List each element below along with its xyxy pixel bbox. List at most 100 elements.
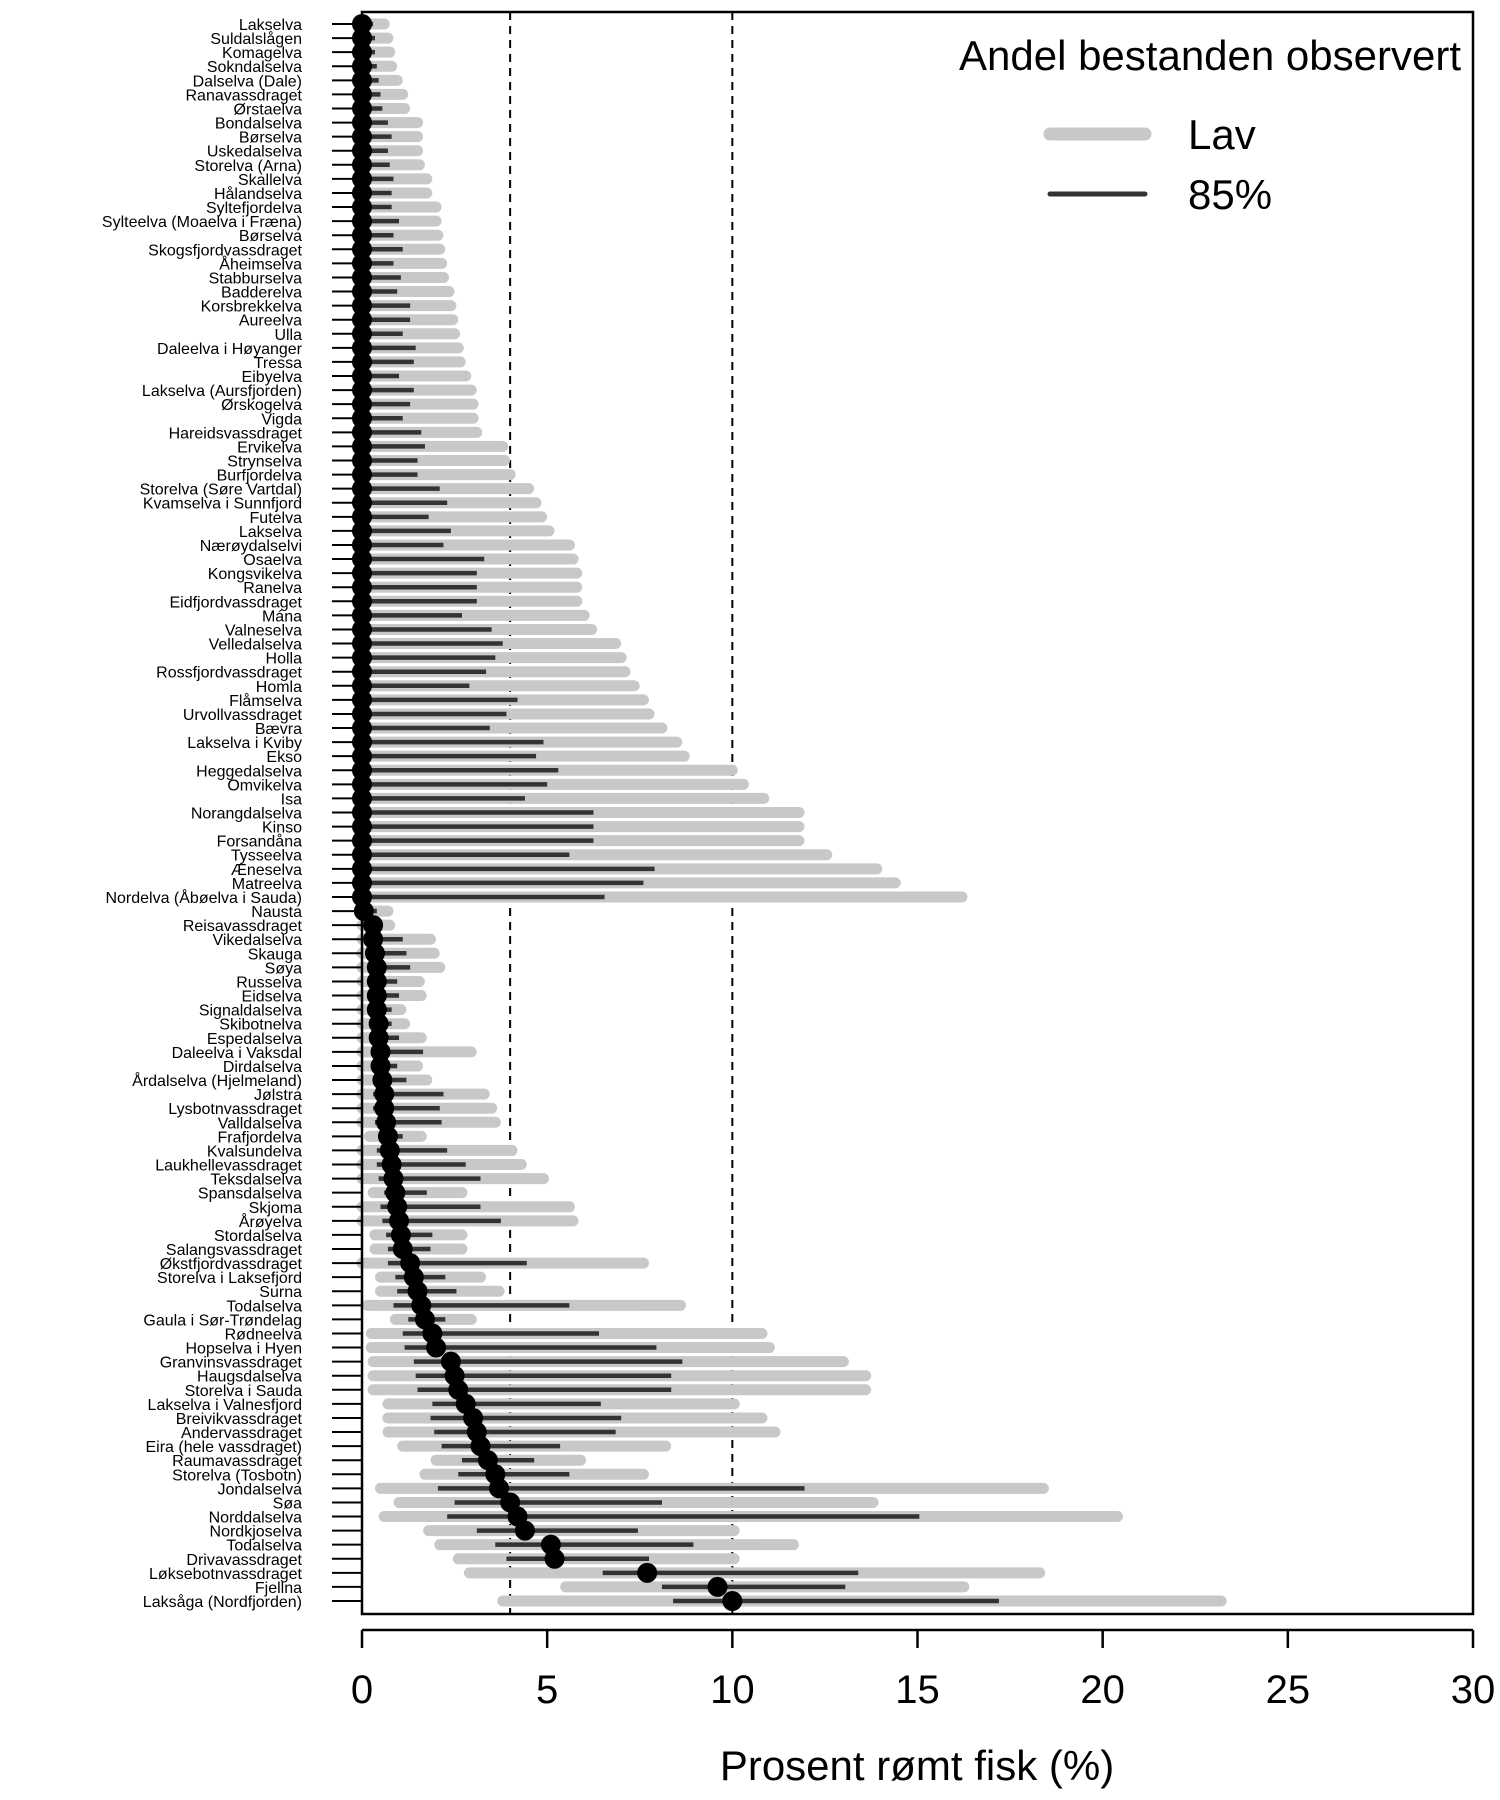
river-label: Isa <box>281 791 302 808</box>
river-label: Norangdalselva <box>191 806 302 823</box>
river-label: Surna <box>259 1284 302 1301</box>
river-label: Børselva <box>239 228 302 245</box>
estimate-point <box>353 901 374 922</box>
estimate-point <box>426 1337 447 1358</box>
river-label: Korsbrekkelva <box>201 299 302 316</box>
river-label: Omvikelva <box>227 777 302 794</box>
river-label: Ekso <box>266 749 302 766</box>
river-label: Jondalselva <box>218 1481 303 1498</box>
estimate-point <box>514 1520 535 1541</box>
estimate-point <box>637 1562 658 1583</box>
river-label: Salangsvassdraget <box>166 1242 303 1259</box>
estimate-point <box>544 1548 565 1569</box>
x-tick-label: 0 <box>351 1668 373 1712</box>
river-label: Ervikelva <box>237 439 302 456</box>
river-label: Kvamselva i Sunnfjord <box>143 496 302 513</box>
river-label: Reisavassdraget <box>183 918 303 935</box>
river-label: Flåmselva <box>229 692 302 710</box>
river-label: Raumavassdraget <box>172 1453 302 1470</box>
river-label: Skjoma <box>249 1200 302 1217</box>
river-label: Skauga <box>248 946 302 963</box>
river-label: Kinso <box>262 820 302 837</box>
river-label: Hålandselva <box>214 185 302 203</box>
river-label: Kongsvikelva <box>208 566 302 583</box>
river-label: Dirdalselva <box>223 1059 302 1076</box>
river-label: Burfjordelva <box>217 468 302 485</box>
river-label: Uskedalselva <box>207 144 302 161</box>
river-label: Laukhellevassdraget <box>155 1158 302 1175</box>
river-label: Storelva i Sauda <box>185 1383 303 1400</box>
river-label: Granvinsvassdraget <box>160 1355 303 1372</box>
river-label: Storelva i Laksefjord <box>157 1270 302 1287</box>
estimate-point <box>368 1013 389 1034</box>
estimate-point <box>489 1478 510 1499</box>
river-label: Spansdalselva <box>198 1186 302 1203</box>
river-label: Nordelva (Åbøelva i Sauda) <box>105 888 302 907</box>
y-axis-labels: LakselvaSuldalslågenKomagelvaSokndalselv… <box>102 17 303 1611</box>
river-label: Valneselva <box>225 622 302 639</box>
river-label: Eidfjordvassdraget <box>169 594 302 611</box>
x-tick-label: 5 <box>536 1668 558 1712</box>
estimate-point <box>366 971 387 992</box>
river-label: Bondalselva <box>215 116 302 133</box>
river-label: Rossfjordvassdraget <box>156 665 302 682</box>
legend-label-low: Lav <box>1188 111 1256 158</box>
river-label: Søa <box>273 1495 302 1512</box>
river-label: Urvollvassdraget <box>183 707 303 724</box>
river-label: Børselva <box>239 130 302 147</box>
river-label: Skogsfjordvassdraget <box>148 242 302 259</box>
river-label: Mána <box>262 608 302 625</box>
river-label: Signaldalselva <box>199 1003 302 1020</box>
river-label: Tressa <box>254 355 302 372</box>
river-label: Storelva (Arna) <box>194 158 302 175</box>
x-tick-label: 10 <box>710 1668 755 1712</box>
river-label: Årdalselva (Hjelmeland) <box>132 1071 302 1090</box>
river-label: Andervassdraget <box>181 1425 303 1442</box>
river-label: Daleelva i Vaksdal <box>172 1045 302 1062</box>
river-label: Vikedalselva <box>212 932 302 949</box>
river-label: Tysseelva <box>231 848 302 865</box>
river-label: Eidselva <box>242 989 303 1006</box>
river-label: Økstfjordvassdraget <box>160 1256 303 1273</box>
river-label: Storelva (Tosbotn) <box>172 1467 302 1484</box>
x-tick-label: 20 <box>1080 1668 1125 1712</box>
estimate-point <box>722 1591 743 1611</box>
river-label: Hopselva i Hyen <box>186 1341 303 1358</box>
river-label: Lakselva i Kviby <box>187 735 302 752</box>
river-label: Velledalselva <box>209 637 303 654</box>
river-label: Æneselva <box>231 862 302 879</box>
river-label: Ranelva <box>243 580 302 597</box>
river-label: Norddalselva <box>209 1510 302 1527</box>
river-label: Breivikvassdraget <box>176 1411 303 1428</box>
river-label: Eira (hele vassdraget) <box>145 1439 302 1456</box>
river-label: Holla <box>266 651 303 668</box>
estimate-point <box>374 1084 395 1105</box>
estimate-point <box>707 1576 728 1597</box>
river-label: Komagelva <box>222 45 302 62</box>
river-label: Sylteelva (Moaelva i Fræna) <box>102 214 302 231</box>
estimate-point <box>366 985 387 1006</box>
river-label: Årøyelva <box>239 1212 302 1231</box>
river-label: Teksdalselva <box>210 1172 302 1189</box>
river-label: Aureelva <box>239 313 302 330</box>
river-label: Espedalselva <box>207 1031 302 1048</box>
river-label: Lakselva <box>239 17 302 34</box>
river-label: Lysbotnvassdraget <box>168 1101 302 1118</box>
river-label: Kvalsundelva <box>207 1143 302 1160</box>
river-label: Matreelva <box>232 876 302 893</box>
river-label: Stabburselva <box>209 270 302 287</box>
x-axis-title: Prosent rømt fisk (%) <box>720 1742 1114 1789</box>
legend-title: Andel bestanden observert <box>959 32 1461 79</box>
river-label: Nordkjoselva <box>210 1524 303 1541</box>
river-label: Homla <box>256 679 302 696</box>
river-label: Lakselva (Aursfjorden) <box>142 383 302 400</box>
river-label: Åheimselva <box>219 254 302 273</box>
river-label: Skallelva <box>238 172 302 189</box>
river-label: Frafjordelva <box>218 1129 303 1146</box>
river-label: Eibyelva <box>242 369 303 386</box>
river-label: Stordalselva <box>214 1228 302 1245</box>
river-label: Haugsdalselva <box>197 1369 302 1386</box>
river-label: Todalselva <box>226 1298 302 1315</box>
river-label: Skibotnelva <box>219 1017 302 1034</box>
river-label: Nærøydalselvi <box>200 538 302 555</box>
